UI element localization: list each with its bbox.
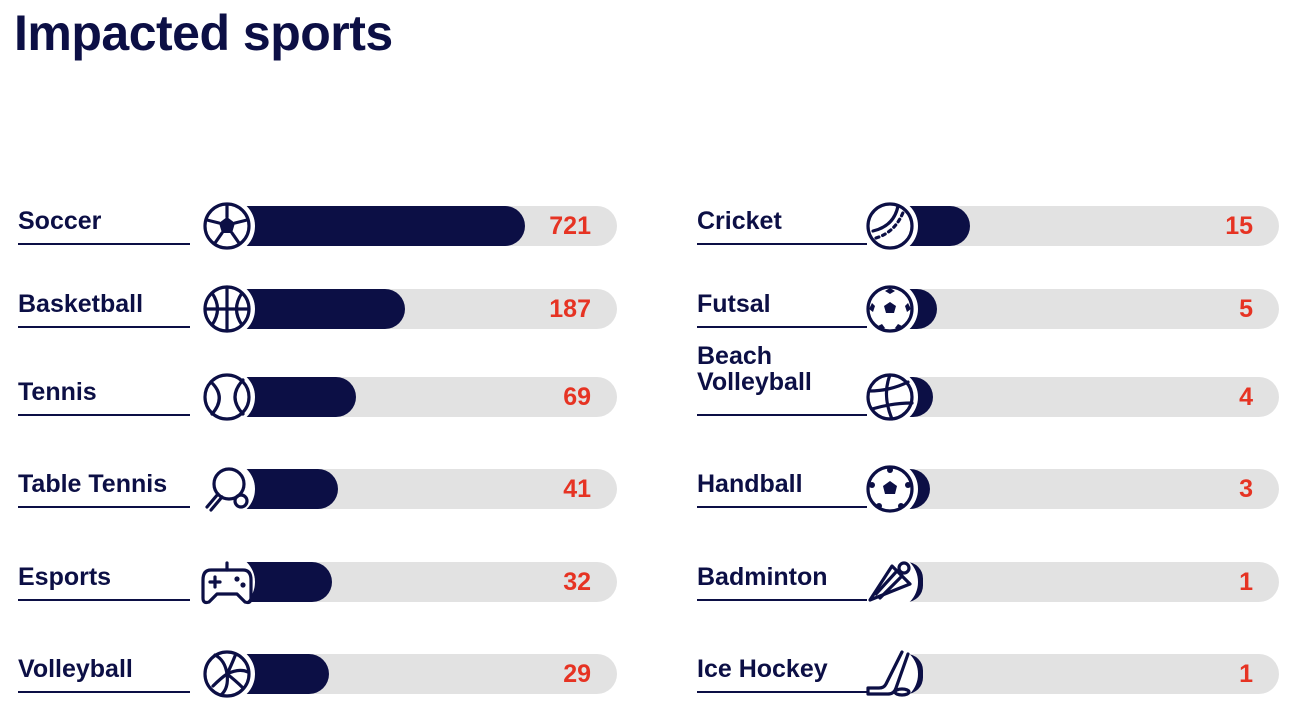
value-label: 4 (1239, 383, 1253, 411)
label-underline (18, 691, 190, 693)
tennis-ball-icon (199, 369, 255, 425)
bar-track: 4 (890, 377, 1279, 417)
value-label: 32 (563, 568, 591, 596)
label-underline (697, 414, 867, 416)
value-label: 15 (1225, 212, 1253, 240)
value-label: 69 (563, 383, 591, 411)
volleyball-icon (199, 646, 255, 702)
label-underline (697, 599, 867, 601)
value-label: 1 (1239, 568, 1253, 596)
label-underline (18, 243, 190, 245)
page-title: Impacted sports (14, 5, 393, 61)
basketball-icon (199, 281, 255, 337)
hockey-stick-icon (862, 646, 918, 702)
category-label: Soccer (18, 207, 102, 235)
handball-icon (862, 461, 918, 517)
label-underline (697, 243, 867, 245)
bar-track: 3 (890, 469, 1279, 509)
label-underline (18, 599, 190, 601)
label-underline (697, 326, 867, 328)
bar-track: 15 (890, 206, 1279, 246)
category-label: Ice Hockey (697, 655, 828, 683)
soccer-ball-icon (199, 198, 255, 254)
beach-volleyball-icon (862, 369, 918, 425)
bar-track: 41 (228, 469, 617, 509)
shuttlecock-icon (862, 554, 918, 610)
value-label: 187 (549, 295, 591, 323)
value-label: 1 (1239, 660, 1253, 688)
category-label: Table Tennis (18, 470, 168, 498)
futsal-ball-icon (862, 281, 918, 337)
category-label: Tennis (18, 378, 97, 406)
value-label: 3 (1239, 475, 1253, 503)
label-underline (18, 414, 190, 416)
value-label: 29 (563, 660, 591, 688)
label-underline (18, 506, 190, 508)
category-label: Esports (18, 563, 112, 591)
bar-basketball (228, 289, 405, 329)
gamepad-icon (199, 554, 255, 610)
bar-track: 1 (890, 562, 1279, 602)
ping-pong-paddle-icon (199, 461, 255, 517)
bar-soccer (228, 206, 525, 246)
category-label: Futsal (697, 290, 771, 318)
category-label: Volleyball (18, 655, 133, 683)
value-label: 41 (563, 475, 591, 503)
category-label: Handball (697, 470, 803, 498)
label-underline (697, 506, 867, 508)
label-underline (697, 691, 867, 693)
category-label: Basketball (18, 290, 144, 318)
bar-track: 5 (890, 289, 1279, 329)
category-label: Badminton (697, 563, 828, 591)
bar-track: 29 (228, 654, 617, 694)
bar-track: 721 (228, 206, 617, 246)
cricket-ball-icon (862, 198, 918, 254)
category-label: Beach Volleyball (697, 342, 812, 396)
category-label: Cricket (697, 207, 782, 235)
label-underline (18, 326, 190, 328)
value-label: 5 (1239, 295, 1253, 323)
bar-track: 187 (228, 289, 617, 329)
bar-track: 1 (890, 654, 1279, 694)
value-label: 721 (549, 212, 591, 240)
